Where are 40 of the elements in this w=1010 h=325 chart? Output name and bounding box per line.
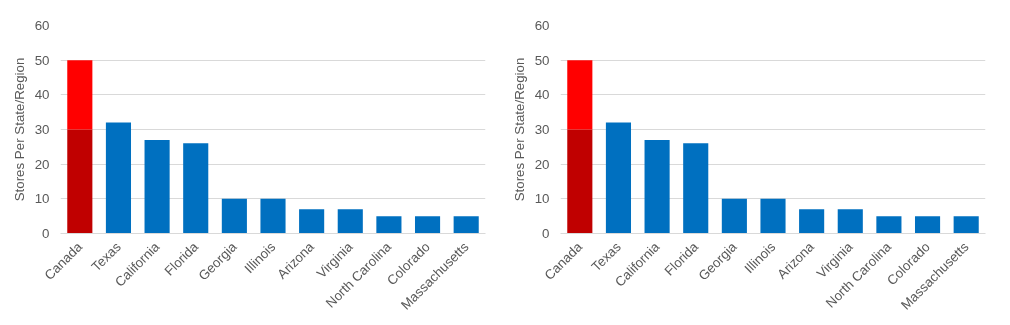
y-tick-label: 0: [542, 226, 550, 241]
bar: [760, 198, 786, 234]
bar: [337, 209, 363, 234]
y-tick-label: 20: [34, 156, 50, 172]
bar: [183, 143, 209, 234]
bar: [260, 198, 286, 234]
bar: [799, 209, 825, 234]
y-tick-label: 60: [34, 18, 50, 33]
bar: [67, 129, 93, 234]
bar: [567, 60, 593, 130]
bar: [953, 216, 979, 234]
y-tick-label: 60: [534, 18, 550, 33]
y-tick-label: 50: [34, 52, 50, 68]
bar: [837, 209, 863, 234]
bar: [721, 198, 747, 234]
bar: [221, 198, 247, 234]
y-tick-label: 40: [534, 87, 550, 103]
y-axis-title: Stores Per State/Region: [511, 57, 527, 202]
bar: [876, 216, 902, 234]
bar: [414, 216, 441, 234]
bar: [453, 216, 479, 234]
y-axis-title: Stores Per State/Region: [11, 57, 27, 202]
y-tick-label: 40: [34, 87, 50, 103]
bar: [299, 209, 325, 234]
y-tick-label: 10: [534, 191, 550, 207]
bar: [144, 139, 170, 234]
bar: [914, 216, 941, 234]
bar: [644, 139, 670, 234]
bar: [67, 60, 93, 130]
bar: [376, 216, 402, 234]
y-tick-label: 30: [534, 122, 550, 137]
bar: [605, 122, 632, 234]
bar: [683, 143, 709, 234]
bar: [105, 122, 132, 234]
bar: [567, 129, 593, 234]
y-tick-label: 0: [42, 226, 50, 241]
y-tick-label: 30: [34, 122, 50, 137]
y-tick-label: 50: [534, 52, 550, 68]
y-tick-label: 20: [534, 156, 550, 172]
y-tick-label: 10: [34, 191, 50, 207]
